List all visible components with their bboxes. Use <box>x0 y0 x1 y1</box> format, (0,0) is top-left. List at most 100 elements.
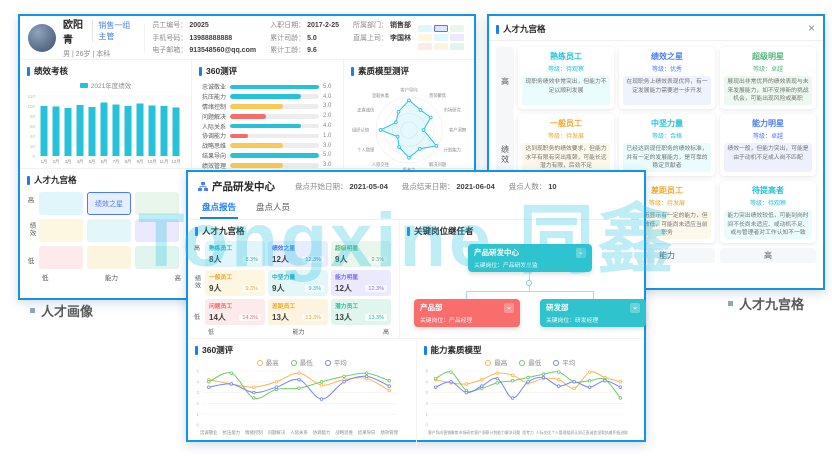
cell-count: 13人 <box>335 313 352 322</box>
eval360-bar-row: 忠诚敬业 5.0 <box>200 82 335 92</box>
svg-text:抗压能力: 抗压能力 <box>223 429 241 436</box>
cell-title: 熟练员工 <box>209 246 233 252</box>
nine-box-indicator <box>418 25 464 50</box>
eval360-bar-label: 绩效管理 <box>201 163 226 170</box>
report-grid-cell[interactable]: 一般员工 9人 9.3% <box>205 270 265 296</box>
chevron-down-icon[interactable]: ⌄ <box>576 247 586 258</box>
org-connector <box>529 272 530 280</box>
profile-field: 手机号码： 13988888888 <box>152 33 256 43</box>
grid9-card: 熟练员工 等级：待观察 现职务绩效非常突出，但能力不足以顺利发展 <box>518 47 614 109</box>
profile-field: 直属上司： 李国林 <box>353 33 411 43</box>
eval360-bar-fill <box>230 114 266 119</box>
org-connector <box>466 291 594 292</box>
grid9-card: 超级明星 等级：卓越 展现出非常优异的绩效表现与未来发展能力，如不安排新的挑战机会，… <box>720 47 816 109</box>
succession-title: 关键岗位继任者 <box>400 220 644 240</box>
svg-text:人际交往: 人际交往 <box>372 161 390 168</box>
cell-percent: 12.3% <box>365 285 387 292</box>
eval360-bar-track <box>230 163 319 168</box>
nine-grid-x-label: 能力 <box>105 275 118 282</box>
grid9-card-grade: 等级：卓越 <box>752 134 783 140</box>
report-grid-x-label: 高 <box>382 330 389 336</box>
svg-text:情绪控制: 情绪控制 <box>245 429 263 436</box>
org-node-label: 研发部 <box>546 303 569 312</box>
grid9-card: 能力明星 等级：卓越 绩效一般，但能力突出，可能是由于动机不足或人岗不匹配 <box>720 114 816 176</box>
svg-text:解决问题: 解决问题 <box>505 430 520 435</box>
nine-box-indicator-cell <box>418 43 432 50</box>
eval360-bar-label: 协调能力 <box>201 134 226 141</box>
performance-legend: 2021年度绩效 <box>20 80 191 90</box>
eval360-bar-fill <box>230 153 319 158</box>
quality-model-section: 素质模型测评 客户导向营销聚焦市场研究客户洞察计划能力解决问题思考力人际交往个人… <box>344 60 474 174</box>
eval360-bar-label: 战略思维 <box>201 144 226 151</box>
eval360-bar-value: 3.0 <box>323 162 332 169</box>
svg-text:6月: 6月 <box>101 159 108 165</box>
svg-text:2: 2 <box>425 401 428 406</box>
report-grid-cell[interactable]: 问题员工 14人 14.3% <box>205 299 265 325</box>
close-icon[interactable]: × <box>807 21 815 35</box>
report-grid-cell[interactable]: 绩效之星 12人 12.3% <box>268 241 328 267</box>
report-grid-cell[interactable]: 超级明星 9人 9.3% <box>331 241 391 267</box>
org-node-rnd[interactable]: 研发部 ⌄ 关键岗位：研发经理 <box>540 299 646 327</box>
field-label: 直属上司： <box>353 34 388 42</box>
nine-grid-cell[interactable]: 绩效之星 <box>87 192 131 215</box>
nine-grid-cell <box>39 246 83 269</box>
divider <box>144 23 146 52</box>
cell-row: 9人 9.3% <box>335 254 387 265</box>
report-grid-cell[interactable]: 中坚力量 9人 9.3% <box>268 270 328 296</box>
org-node-root[interactable]: 产品研发中心 ⌄ 关键岗位：产品研发总监 <box>468 244 592 272</box>
report-field: 盘点开始日期： 2021-05-04 <box>295 181 388 192</box>
grid9-card-title: 待提高者 <box>752 186 784 195</box>
profile-field: 累计工龄： 9.6 <box>270 45 339 55</box>
field-label: 电子邮箱： <box>152 47 188 54</box>
report-grid-cell[interactable]: 熟练员工 8人 8.3% <box>205 241 265 267</box>
field-label: 累计工龄： <box>270 47 306 54</box>
cell-count: 12人 <box>272 255 289 264</box>
nine-grid-cell <box>135 246 179 269</box>
avatar <box>28 23 56 52</box>
svg-text:3月: 3月 <box>65 159 72 165</box>
cell-percent: 13.3% <box>302 314 324 321</box>
report-grid-y-label: 绩效 <box>193 275 200 289</box>
cell-row: 12人 12.3% <box>335 283 387 294</box>
svg-text:1月: 1月 <box>41 159 48 165</box>
svg-text:9月: 9月 <box>137 159 144 165</box>
tab-report[interactable]: 盘点报告 <box>200 198 239 219</box>
report-title-wrap: 产品研发中心 <box>198 179 275 194</box>
report-grid-cell[interactable]: 潜力员工 13人 13.3% <box>331 299 391 325</box>
svg-text:0: 0 <box>197 423 200 428</box>
report-grid-cell[interactable]: 能力明星 12人 12.3% <box>331 270 391 296</box>
eval360-bar-track <box>230 104 319 109</box>
grid9-card-title: 能力明星 <box>752 119 784 128</box>
employee-header: 欧阳青 销售一组主管 男 | 26岁 | 本科 员工编号： 20025 手机号码： 1… <box>20 16 474 60</box>
legend-marker-icon <box>290 360 297 366</box>
performance-bar-chart: 0 20 40 60 80 100 120 1月 2月 3月 4月 5月 6月 7月 8月 9月 10月 11月 1… <box>20 90 191 183</box>
profile-field: 电子邮箱： 913548560@qq.com <box>152 45 256 55</box>
svg-text:1: 1 <box>197 412 200 417</box>
svg-text:客户洞察: 客户洞察 <box>449 127 467 134</box>
report-title: 产品研发中心 <box>212 181 275 193</box>
chevron-down-icon[interactable]: ⌄ <box>504 302 514 313</box>
field-value: 5.0 <box>307 34 317 42</box>
svg-text:组织认知: 组织认知 <box>566 430 581 435</box>
eval360-section: 360测评 忠诚敬业 5.0 抗压能力 4.0 情绪控制 3.0 问题解决 2.0 人际关系 4.… <box>192 60 344 170</box>
svg-text:绩效管理: 绩效管理 <box>380 429 398 436</box>
svg-text:思考力: 思考力 <box>522 430 534 435</box>
nine-grid-y-label: 低 <box>27 258 35 265</box>
org-node-product[interactable]: 产品部 ⌄ 关键岗位：产品经理 <box>414 299 520 327</box>
report-grid-cell[interactable]: 差距员工 13人 13.3% <box>268 299 328 325</box>
tab-people[interactable]: 盘点人员 <box>256 202 291 212</box>
svg-text:2月: 2月 <box>53 159 60 165</box>
svg-text:组织认知: 组织认知 <box>352 127 369 134</box>
field-value: 销售部 <box>390 22 411 29</box>
chevron-down-icon[interactable]: ⌄ <box>630 302 640 313</box>
grid9-x-label: 高 <box>720 248 816 263</box>
eval360-bar-row: 结果导向 5.0 <box>200 151 335 161</box>
eval360-bar-row: 协调能力 1.0 <box>200 131 335 141</box>
legend-label: 最低 <box>299 360 313 367</box>
grid9-card-desc: 已经达到现任职务的绩效标准，并有一定的发展能力，是可靠的稳定贡献者 <box>623 143 711 172</box>
svg-text:5: 5 <box>197 369 200 374</box>
employee-fields: 员工编号： 20025 手机号码： 13988888888 电子邮箱： 913548560… <box>152 20 411 55</box>
grid9-y-label: 高 <box>501 77 509 86</box>
legend-label: 2021年度绩效 <box>90 83 132 90</box>
grid9-card-grade: 等级：卓越 <box>752 67 783 73</box>
